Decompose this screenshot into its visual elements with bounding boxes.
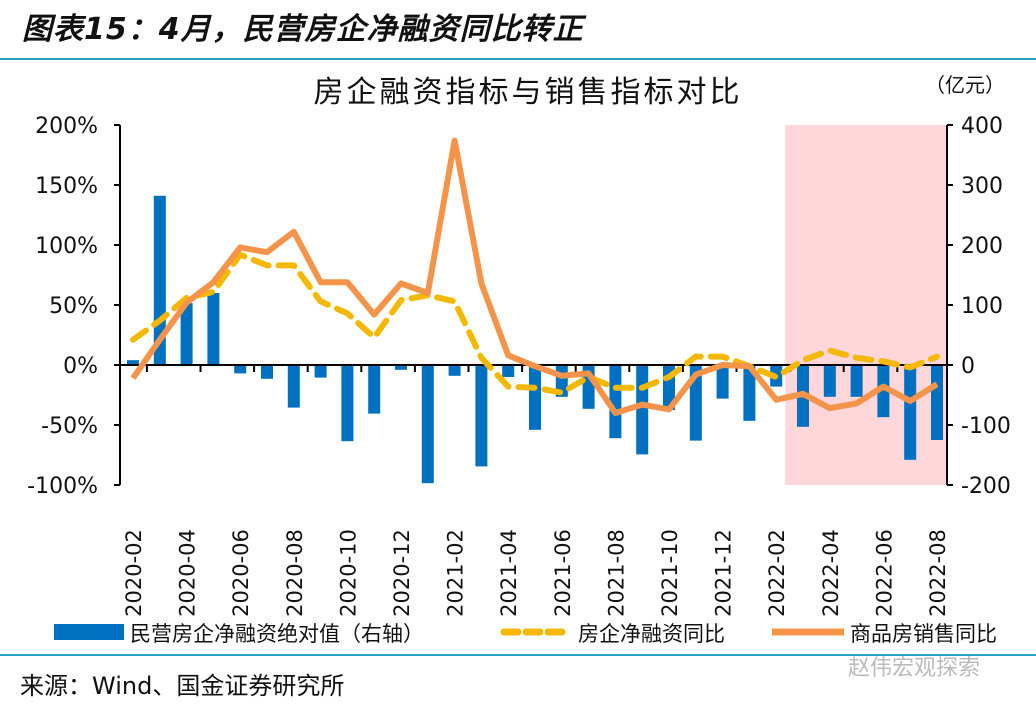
x-tick-label: 2022-06 bbox=[872, 529, 896, 617]
series-line-sales-yoy bbox=[130, 137, 939, 416]
bar-2021-05 bbox=[529, 365, 541, 430]
left-tick-label: 200% bbox=[35, 114, 98, 139]
x-tick-label: 2022-02 bbox=[765, 529, 789, 617]
right-tick-label: 200 bbox=[961, 234, 1003, 259]
left-tick-label: -50% bbox=[41, 414, 98, 439]
watermark: 赵伟宏观探索 bbox=[848, 656, 981, 681]
right-tick-label: 400 bbox=[961, 114, 1003, 139]
bar-2020-12 bbox=[395, 365, 407, 370]
bar-2021-08 bbox=[609, 365, 622, 439]
bar-2021-04 bbox=[502, 365, 515, 377]
bar-2020-11 bbox=[368, 365, 381, 414]
top-rule bbox=[0, 58, 1036, 60]
right-tick-label: 0 bbox=[961, 354, 975, 379]
right-tick-label: -100 bbox=[961, 414, 1011, 439]
bar-2020-05 bbox=[207, 293, 220, 365]
bar-2020-06 bbox=[234, 365, 247, 374]
x-tick-label: 2021-06 bbox=[551, 529, 575, 617]
x-tick-label: 2022-08 bbox=[926, 529, 950, 617]
legend-label-bar: 民营房企净融资绝对值（右轴） bbox=[130, 622, 424, 646]
x-tick-label: 2020-06 bbox=[229, 529, 253, 617]
shaded-region bbox=[785, 125, 947, 485]
bar-2021-01 bbox=[421, 365, 434, 484]
series-line-financing-yoy bbox=[130, 251, 940, 396]
bar-2022-05 bbox=[850, 365, 863, 397]
bar-2021-02 bbox=[448, 365, 461, 376]
bottom-rule bbox=[0, 654, 1036, 656]
bar-2020-04 bbox=[180, 303, 193, 365]
x-tick-label: 2020-08 bbox=[283, 529, 307, 617]
bar-2020-02 bbox=[127, 360, 139, 365]
x-tick-label: 2021-12 bbox=[712, 529, 736, 617]
legend-swatch-bar bbox=[54, 624, 124, 640]
chart: 房企融资指标与销售指标对比 （亿元） -100% -50% 0% 50% 100% 150% 2… bbox=[27, 73, 1011, 646]
unit-label: （亿元） bbox=[925, 73, 1005, 97]
right-tick-label: 300 bbox=[961, 174, 1003, 199]
x-tick-label: 2020-02 bbox=[122, 529, 146, 617]
bar-2021-09 bbox=[636, 365, 649, 455]
bar-2021-12 bbox=[716, 365, 729, 399]
x-tick-label: 2020-12 bbox=[390, 529, 414, 617]
bar-2022-08 bbox=[931, 365, 943, 440]
x-tick-label: 2021-10 bbox=[658, 529, 682, 617]
left-tick-label: 50% bbox=[49, 294, 98, 319]
bar-2020-08 bbox=[287, 365, 300, 408]
bar-2022-06 bbox=[877, 365, 890, 418]
bar-2022-07 bbox=[904, 365, 917, 460]
x-tick-label: 2021-08 bbox=[604, 529, 628, 617]
left-tick-label: -100% bbox=[27, 474, 98, 499]
bar-2022-04 bbox=[823, 365, 836, 397]
right-tick-label: -200 bbox=[961, 474, 1011, 499]
bar-2021-03 bbox=[475, 365, 488, 467]
legend-label-dashed: 房企净融资同比 bbox=[578, 622, 725, 646]
x-tick-label: 2021-04 bbox=[497, 529, 521, 617]
x-tick-label: 2020-04 bbox=[176, 529, 200, 617]
bar-2022-01 bbox=[743, 365, 756, 421]
legend-label-line: 商品房销售同比 bbox=[850, 622, 997, 646]
source-note: 来源：Wind、国金证券研究所 bbox=[20, 672, 345, 700]
figure-title: 图表15：4月，民营房企净融资同比转正 bbox=[22, 12, 584, 47]
chart-title: 房企融资指标与销售指标对比 bbox=[314, 75, 743, 110]
bar-2020-10 bbox=[341, 365, 354, 442]
bar-2020-07 bbox=[261, 365, 273, 379]
right-tick-label: 100 bbox=[961, 294, 1003, 319]
x-tick-label: 2022-04 bbox=[819, 529, 843, 617]
left-tick-label: 0% bbox=[63, 354, 98, 379]
bar-2020-09 bbox=[314, 365, 327, 378]
left-tick-label: 150% bbox=[35, 174, 98, 199]
left-tick-label: 100% bbox=[35, 234, 98, 259]
x-tick-label: 2021-02 bbox=[444, 529, 468, 617]
bar-2021-11 bbox=[689, 365, 702, 441]
x-tick-label: 2020-10 bbox=[336, 529, 360, 617]
